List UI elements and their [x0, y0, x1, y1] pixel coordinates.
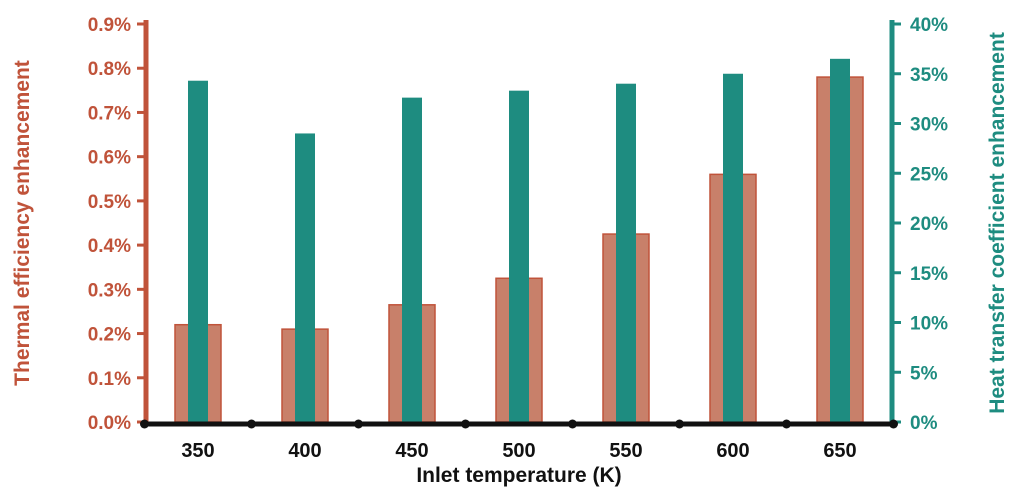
right-tick-label: 5% — [910, 363, 938, 384]
x-axis-marker — [568, 419, 577, 429]
right-tick-label: 15% — [910, 264, 948, 285]
left-tick-label: 0.7% — [88, 103, 131, 124]
left-tick-label: 0.4% — [88, 236, 131, 257]
right-tick-label: 10% — [910, 314, 948, 335]
x-axis-marker — [675, 419, 684, 429]
x-axis-marker — [140, 419, 149, 429]
bar-heat-transfer-600 — [723, 73, 743, 422]
left-y-axis: 0.0% 0.1% 0.2% 0.3% 0.4% 0.5% 0.6% 0.7% 0.8% 0.9% — [88, 15, 149, 434]
x-axis: 350 400 450 500 550 600 650 — [140, 419, 898, 462]
bar-heat-transfer-500 — [509, 90, 529, 422]
right-tick-label: 40% — [910, 15, 948, 36]
x-tick-label: 400 — [288, 440, 321, 462]
bar-heat-transfer-450 — [402, 97, 422, 422]
right-tick-label: 35% — [910, 65, 948, 86]
left-tick-label: 0.2% — [88, 325, 131, 346]
bar-heat-transfer-650 — [830, 58, 850, 422]
right-tick-label: 20% — [910, 214, 948, 235]
left-tick-label: 0.6% — [88, 148, 131, 169]
x-axis-title: Inlet temperature (K) — [416, 464, 621, 487]
x-tick-label: 600 — [716, 440, 749, 462]
x-tick-label: 450 — [395, 440, 428, 462]
x-tick-label: 350 — [181, 440, 214, 462]
bar-heat-transfer-400 — [295, 133, 315, 422]
left-tick-label: 0.1% — [88, 369, 131, 390]
left-tick-label: 0.3% — [88, 280, 131, 301]
right-y-axis: 0% 5% 10% 15% 20% 25% 30% 35% 40% — [889, 15, 948, 434]
bars — [174, 58, 864, 423]
bar-heat-transfer-350 — [188, 80, 208, 422]
x-axis-marker — [354, 419, 363, 429]
right-axis-title: Heat transfer coefficient enhancement — [986, 32, 1009, 414]
left-tick-label: 0.0% — [88, 413, 131, 434]
x-tick-label: 550 — [609, 440, 642, 462]
right-tick-label: 0% — [910, 413, 938, 434]
x-axis-marker — [461, 419, 470, 429]
right-tick-label: 25% — [910, 164, 948, 185]
left-tick-label: 0.9% — [88, 15, 131, 36]
x-axis-marker — [247, 419, 256, 429]
left-axis-title: Thermal efficiency enhancement — [11, 60, 34, 386]
x-tick-label: 650 — [823, 440, 856, 462]
right-tick-label: 30% — [910, 115, 948, 136]
bar-heat-transfer-550 — [616, 83, 636, 422]
x-axis-marker — [782, 419, 791, 429]
left-tick-label: 0.5% — [88, 192, 131, 213]
left-tick-label: 0.8% — [88, 59, 131, 80]
x-axis-marker — [889, 419, 898, 429]
x-tick-label: 500 — [502, 440, 535, 462]
